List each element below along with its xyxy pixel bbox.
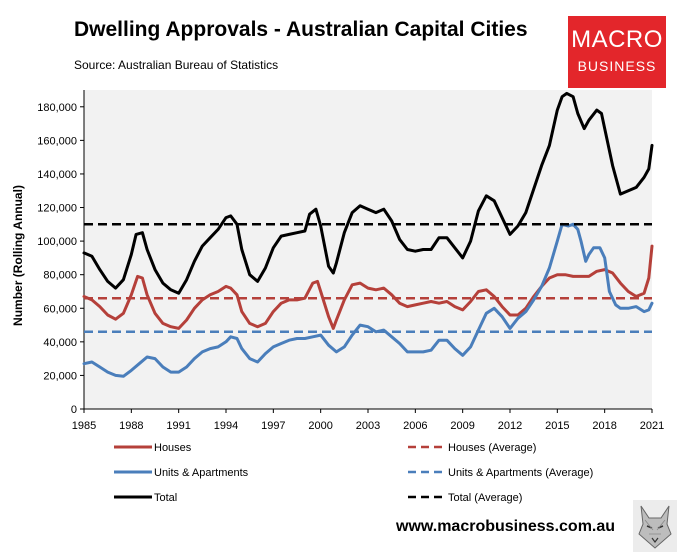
y-tick-label: 120,000 bbox=[37, 203, 77, 215]
chart-source: Source: Australian Bureau of Statistics bbox=[74, 58, 279, 72]
legend-label: Total bbox=[154, 492, 177, 504]
x-tick-label: 2018 bbox=[592, 420, 616, 432]
logo-line-1: MACRO bbox=[571, 26, 663, 53]
y-axis-label: Number (Rolling Annual) bbox=[11, 185, 25, 326]
series-units-apartments bbox=[82, 222, 654, 378]
series-houses bbox=[82, 244, 654, 330]
legend-label: Total (Average) bbox=[448, 492, 522, 504]
y-tick-label: 160,000 bbox=[37, 135, 77, 147]
legend-label: Units & Apartments (Average) bbox=[448, 467, 593, 479]
y-tick-label: 40,000 bbox=[43, 337, 77, 349]
series-total bbox=[82, 91, 654, 295]
y-tick-label: 180,000 bbox=[37, 102, 77, 114]
x-tick-label: 1991 bbox=[166, 420, 190, 432]
y-tick-label: 0 bbox=[71, 404, 77, 416]
x-tick-label: 2015 bbox=[545, 420, 569, 432]
legend-item-total: Total bbox=[114, 492, 177, 504]
legend-item-houses: Houses bbox=[114, 442, 192, 454]
x-tick-label: 2000 bbox=[308, 420, 332, 432]
x-tick-label: 2012 bbox=[498, 420, 522, 432]
legend-item-total-average: Total (Average) bbox=[408, 492, 522, 504]
x-tick-label: 2009 bbox=[450, 420, 474, 432]
footer-url: www.macrobusiness.com.au bbox=[396, 518, 616, 535]
x-tick-label: 2003 bbox=[356, 420, 380, 432]
x-tick-label: 2021 bbox=[640, 420, 664, 432]
x-tick-label: 1997 bbox=[261, 420, 285, 432]
wolf-icon bbox=[633, 500, 677, 552]
x-tick-label: 1988 bbox=[119, 420, 143, 432]
y-tick-label: 20,000 bbox=[43, 370, 77, 382]
chart-title: Dwelling Approvals - Australian Capital … bbox=[74, 18, 528, 41]
legend-item-units-apartments: Units & Apartments bbox=[114, 467, 249, 479]
legend-label: Units & Apartments bbox=[154, 467, 249, 479]
y-tick-label: 60,000 bbox=[43, 303, 77, 315]
legend-label: Houses bbox=[154, 442, 192, 454]
legend-label: Houses (Average) bbox=[448, 442, 536, 454]
x-tick-label: 1994 bbox=[214, 420, 238, 432]
macrobusiness-logo: MACRO BUSINESS bbox=[568, 16, 666, 88]
x-tick-label: 2006 bbox=[403, 420, 427, 432]
y-tick-label: 80,000 bbox=[43, 270, 77, 282]
x-tick-label: 1985 bbox=[72, 420, 96, 432]
plot-area bbox=[84, 90, 652, 409]
legend-item-houses-average: Houses (Average) bbox=[408, 442, 536, 454]
y-tick-label: 100,000 bbox=[37, 236, 77, 248]
logo-line-2: BUSINESS bbox=[577, 58, 657, 74]
legend-item-units-apartments-average: Units & Apartments (Average) bbox=[408, 467, 593, 479]
y-tick-label: 140,000 bbox=[37, 169, 77, 181]
